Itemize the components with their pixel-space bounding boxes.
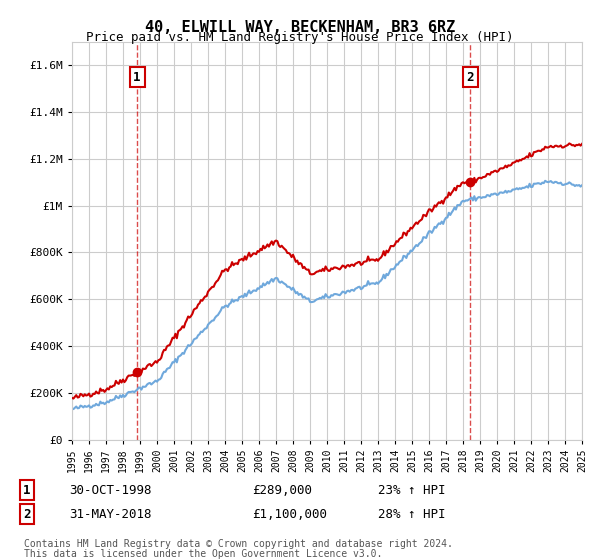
Text: 2: 2 bbox=[466, 71, 474, 83]
Text: 40, ELWILL WAY, BECKENHAM, BR3 6RZ: 40, ELWILL WAY, BECKENHAM, BR3 6RZ bbox=[145, 20, 455, 35]
Text: 2: 2 bbox=[23, 507, 31, 521]
Text: 30-OCT-1998: 30-OCT-1998 bbox=[69, 483, 151, 497]
Text: 28% ↑ HPI: 28% ↑ HPI bbox=[378, 507, 445, 521]
Text: Price paid vs. HM Land Registry's House Price Index (HPI): Price paid vs. HM Land Registry's House … bbox=[86, 31, 514, 44]
Text: Contains HM Land Registry data © Crown copyright and database right 2024.: Contains HM Land Registry data © Crown c… bbox=[24, 539, 453, 549]
Text: £289,000: £289,000 bbox=[252, 483, 312, 497]
Text: 31-MAY-2018: 31-MAY-2018 bbox=[69, 507, 151, 521]
Text: 1: 1 bbox=[133, 71, 141, 83]
Text: 1: 1 bbox=[23, 483, 31, 497]
Text: £1,100,000: £1,100,000 bbox=[252, 507, 327, 521]
Text: 23% ↑ HPI: 23% ↑ HPI bbox=[378, 483, 445, 497]
Text: This data is licensed under the Open Government Licence v3.0.: This data is licensed under the Open Gov… bbox=[24, 549, 382, 559]
